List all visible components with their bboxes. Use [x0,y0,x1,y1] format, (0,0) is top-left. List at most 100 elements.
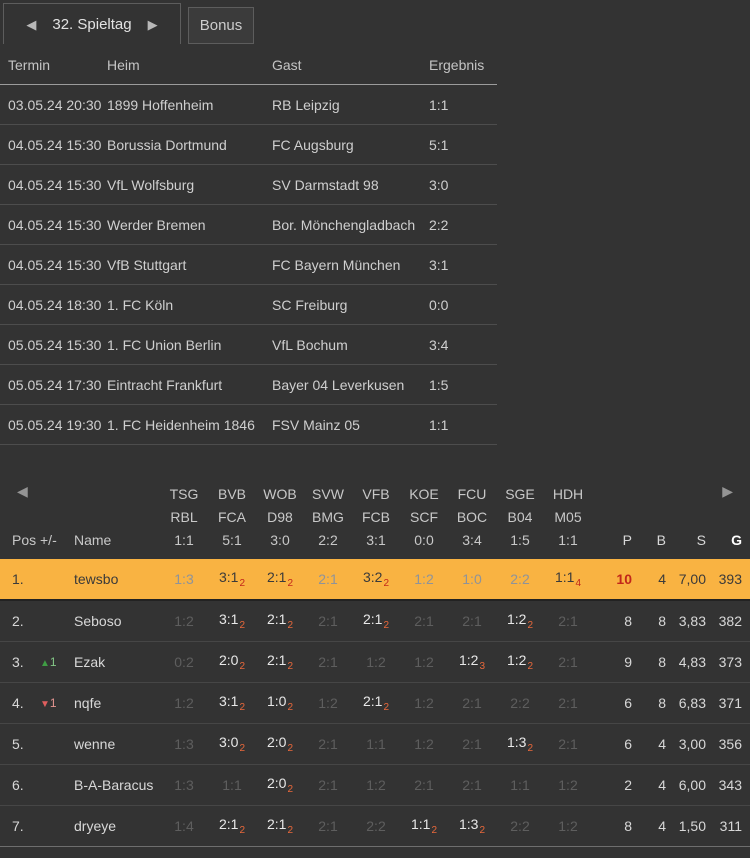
prev-matchday-icon[interactable]: ◀ [26,16,37,32]
position-cell: 6. [12,777,24,793]
prediction-score: 3:1 [218,569,239,585]
prediction-points: 2 [287,661,294,672]
leaderboard: ◀ ▶ Pos +/- Name TSG RBL 1:1 BVB FCA 5:1 WOB D9… [0,463,750,847]
match-row: 04.05.24 15:30 Borussia Dortmund FC Augsbu… [0,124,497,165]
prediction-cell: 2:1 [448,777,496,793]
prediction-cell: 2:1 [448,695,496,711]
match-column-header[interactable]: HDH M05 1:1 [544,483,592,552]
prediction-points: 2 [527,620,534,631]
match-row: 04.05.24 15:30 VfB Stuttgart FC Bayern Mün… [0,244,497,285]
prediction-cell: 2:12 [256,652,304,672]
prediction-cell: 2:12 [208,816,256,836]
leaderboard-row: 7. dryeye 1:4 2:12 2:12 2:1 2:2 1:12 1:32 2:2 1:2 8… [0,806,750,847]
player-name[interactable]: B-A-Baracus [74,777,154,793]
prediction-cell: 2:1 [544,654,592,670]
prediction-score: 2:2 [510,818,530,834]
match-row: 04.05.24 18:30 1. FC Köln SC Freiburg 0:0 [0,284,497,325]
tab-matchday[interactable]: ◀ 32. Spieltag ▶ [3,3,181,44]
prediction-points: 2 [239,578,246,589]
kickoff-time: 05.05.24 19:30 [0,404,107,445]
match-column-header[interactable]: VFB FCB 3:1 [352,483,400,552]
away-team: FC Augsburg [272,124,429,165]
match-result: 1:1 [429,404,497,445]
kickoff-time: 04.05.24 15:30 [0,244,107,285]
prediction-points: 2 [383,702,390,713]
points-cell: 2 [624,777,632,793]
match-row: 04.05.24 15:30 VfL Wolfsburg SV Darmstadt … [0,164,497,205]
prediction-cell: 2:1 [400,613,448,629]
leaderboard-row: 3. ▲1 Ezak 0:2 2:02 2:12 2:1 1:2 1:2 1:23 1:22 2:1 9… [0,642,750,683]
prediction-score: 2:1 [318,818,338,834]
match-column-header[interactable]: SVW BMG 2:2 [304,483,352,552]
player-name[interactable]: nqfe [74,695,102,711]
match-column-header[interactable]: TSG RBL 1:1 [160,483,208,552]
kickoff-time: 04.05.24 15:30 [0,164,107,205]
prediction-score: 2:2 [366,818,386,834]
name-column-label: Name [74,532,112,548]
points-cell: 8 [624,613,632,629]
tab-bonus[interactable]: Bonus [188,7,254,44]
player-name[interactable]: dryeye [74,818,117,834]
prediction-score: 2:1 [266,569,287,585]
away-abbr: D98 [267,509,293,525]
prediction-cell: 1:2 [400,654,448,670]
average-column-label: S [696,532,706,548]
prediction-points: 2 [287,825,294,836]
match-column-header[interactable]: FCU BOC 3:4 [448,483,496,552]
bonus-cell: 8 [658,613,666,629]
prediction-points: 2 [431,825,438,836]
prediction-cell: 2:12 [352,693,400,713]
home-team: 1. FC Union Berlin [107,324,272,365]
bonus-cell: 4 [658,777,666,793]
home-abbr: TSG [169,486,199,502]
column-header-heim: Heim [107,45,272,85]
bonus-cell: 4 [658,571,666,587]
away-team: VfL Bochum [272,324,429,365]
player-name[interactable]: tewsbo [74,571,119,587]
match-row: 05.05.24 19:30 1. FC Heidenheim 1846 FSV M… [0,404,497,445]
prediction-points: 2 [287,784,294,795]
match-column-header[interactable]: SGE B04 1:5 [496,483,544,552]
prediction-points: 2 [239,702,246,713]
home-team: VfL Wolfsburg [107,164,272,205]
match-column-header[interactable]: BVB FCA 5:1 [208,483,256,552]
prediction-score: 2:1 [558,736,578,752]
prediction-cell: 2:1 [544,613,592,629]
leaderboard-row: 4. ▼1 nqfe 1:2 3:12 1:02 1:2 2:12 1:2 2:1 2:2 2:1 6 8… [0,683,750,724]
result-abbr: 3:1 [366,532,386,548]
prediction-cell: 1:22 [496,611,544,631]
home-team: 1. FC Heidenheim 1846 [107,404,272,445]
prediction-cell: 1:3 [160,777,208,793]
trend-down-icon: ▼ [40,699,50,710]
next-matchday-icon[interactable]: ▶ [147,16,158,32]
matchday-tab-label: 32. Spieltag [52,15,132,33]
home-abbr: VFB [362,486,390,502]
away-abbr: BOC [456,509,488,525]
match-column-header[interactable]: KOE SCF 0:0 [400,483,448,552]
prediction-score: 2:1 [462,777,482,793]
prediction-score: 1:3 [174,736,194,752]
prediction-score: 2:1 [266,652,287,668]
prediction-score: 1:0 [266,693,287,709]
player-name[interactable]: Ezak [74,654,106,670]
next-page-icon[interactable]: ▶ [722,483,733,499]
prediction-cell: 1:23 [448,652,496,672]
prediction-cell: 2:1 [304,571,352,587]
prediction-score: 3:0 [218,734,239,750]
home-team: 1899 Hoffenheim [107,84,272,125]
match-row: 03.05.24 20:30 1899 Hoffenheim RB Leipzig 1… [0,84,497,125]
prev-page-icon[interactable]: ◀ [17,483,28,499]
prediction-cell: 1:1 [208,777,256,793]
total-cell: 356 [718,736,742,752]
match-column-header[interactable]: WOB D98 3:0 [256,483,304,552]
prediction-score: 2:1 [462,613,482,629]
player-name[interactable]: wenne [74,736,116,752]
player-name[interactable]: Seboso [74,613,122,629]
prediction-cell: 1:2 [400,736,448,752]
away-abbr: RBL [170,509,198,525]
prediction-points: 3 [479,661,486,672]
away-abbr: BMG [312,509,344,525]
prediction-cell: 2:1 [400,777,448,793]
prediction-cell: 2:12 [256,611,304,631]
column-header-gast: Gast [272,45,429,85]
